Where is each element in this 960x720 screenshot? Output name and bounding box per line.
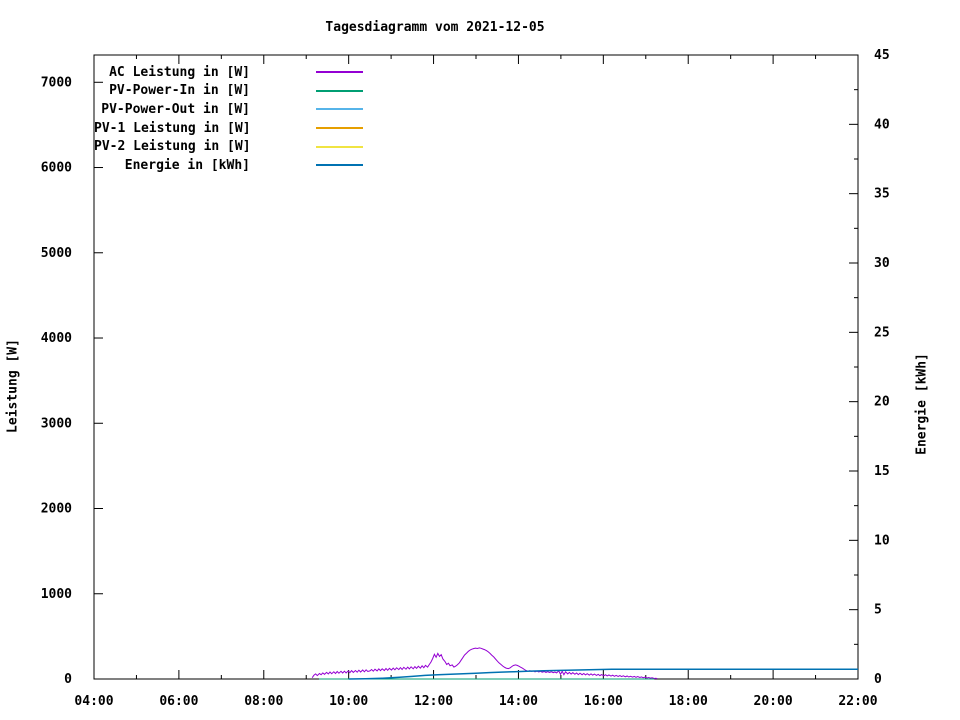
y2-tick-label: 40 bbox=[874, 117, 890, 132]
x-tick-label: 12:00 bbox=[414, 694, 453, 709]
legend-label: Energie in [kWh] bbox=[124, 157, 250, 173]
y2-tick-label: 45 bbox=[874, 48, 890, 63]
legend-label: PV-Power-Out in [W] bbox=[101, 101, 250, 117]
y2-tick-label: 0 bbox=[874, 672, 882, 687]
legend-label: PV-1 Leistung in [W] bbox=[94, 120, 251, 136]
y1-tick-label: 2000 bbox=[41, 502, 72, 517]
y1-tick-label: 5000 bbox=[41, 246, 72, 261]
y2-tick-label: 15 bbox=[874, 464, 890, 479]
legend-item-pv-1-leistung-in-w: PV-1 Leistung in [W] bbox=[94, 119, 363, 138]
legend-line-sample bbox=[316, 127, 363, 130]
y2-tick-label: 5 bbox=[874, 603, 882, 618]
y2-tick-label: 10 bbox=[874, 533, 890, 548]
legend-line-sample bbox=[316, 89, 363, 92]
legend-label: PV-2 Leistung in [W] bbox=[94, 139, 251, 155]
x-tick-label: 06:00 bbox=[159, 694, 198, 709]
y1-tick-label: 4000 bbox=[41, 331, 72, 346]
legend-line-sample bbox=[316, 145, 363, 148]
legend-item-energie-in-kwh: Energie in [kWh] bbox=[94, 156, 363, 175]
legend-line-sample bbox=[316, 71, 363, 74]
series-line-ac-leistung-in-w bbox=[311, 647, 658, 680]
legend: AC Leistung in [W] PV-Power-In in [W] PV-P… bbox=[94, 63, 363, 175]
legend-line-sample bbox=[316, 164, 363, 167]
x-tick-label: 08:00 bbox=[244, 694, 283, 709]
y1-tick-label: 7000 bbox=[41, 75, 72, 90]
y1-tick-label: 0 bbox=[64, 672, 72, 687]
legend-item-pv-power-in-in-w: PV-Power-In in [W] bbox=[94, 82, 363, 101]
y2-tick-label: 35 bbox=[874, 187, 890, 202]
legend-line-sample bbox=[316, 108, 363, 111]
x-tick-label: 20:00 bbox=[754, 694, 793, 709]
y1-tick-label: 3000 bbox=[41, 416, 72, 431]
chart-title: Tagesdiagramm vom 2021-12-05 bbox=[325, 20, 545, 35]
x-tick-label: 10:00 bbox=[329, 694, 368, 709]
legend-item-pv-2-leistung-in-w: PV-2 Leistung in [W] bbox=[94, 137, 363, 156]
x-tick-label: 14:00 bbox=[499, 694, 538, 709]
y1-tick-label: 1000 bbox=[41, 587, 72, 602]
legend-label: PV-Power-In in [W] bbox=[109, 83, 250, 99]
x-tick-label: 22:00 bbox=[838, 694, 877, 709]
legend-label: AC Leistung in [W] bbox=[109, 64, 250, 80]
legend-item-ac-leistung-in-w: AC Leistung in [W] bbox=[94, 63, 363, 82]
y1-tick-label: 6000 bbox=[41, 161, 72, 176]
x-tick-label: 04:00 bbox=[74, 694, 113, 709]
y2-tick-label: 25 bbox=[874, 325, 890, 340]
x-tick-label: 18:00 bbox=[669, 694, 708, 709]
y2-tick-label: 20 bbox=[874, 395, 890, 410]
series-line-energie-in-kwh bbox=[348, 668, 858, 680]
y2-tick-label: 30 bbox=[874, 256, 890, 271]
x-tick-label: 16:00 bbox=[584, 694, 623, 709]
legend-item-pv-power-out-in-w: PV-Power-Out in [W] bbox=[94, 100, 363, 119]
